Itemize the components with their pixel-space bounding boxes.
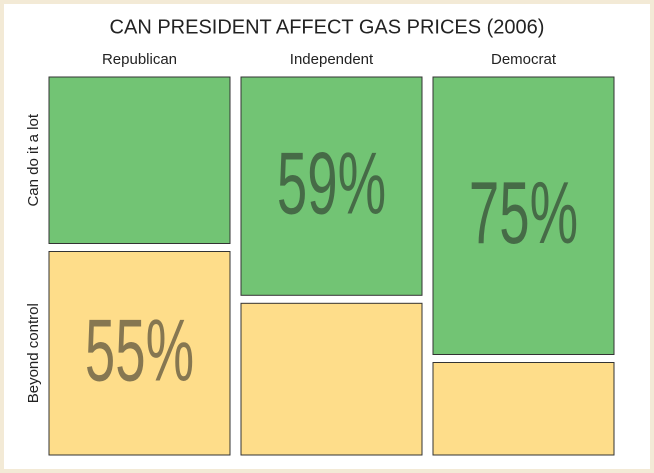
value-label: 75% xyxy=(469,164,578,263)
value-label: 59% xyxy=(277,134,386,233)
segment xyxy=(49,77,230,244)
column-label: Independent xyxy=(290,51,374,68)
value-label: 55% xyxy=(85,301,194,400)
row-label: Can do it a lot xyxy=(25,113,42,206)
chart-title: CAN PRESIDENT AFFECT GAS PRICES (2006) xyxy=(110,16,545,38)
segment xyxy=(433,363,614,456)
row-label: Beyond control xyxy=(25,303,42,403)
segment xyxy=(241,303,422,455)
column-label: Democrat xyxy=(491,51,557,68)
chart: CAN PRESIDENT AFFECT GAS PRICES (2006) R… xyxy=(0,0,654,473)
column-label: Republican xyxy=(102,51,177,68)
